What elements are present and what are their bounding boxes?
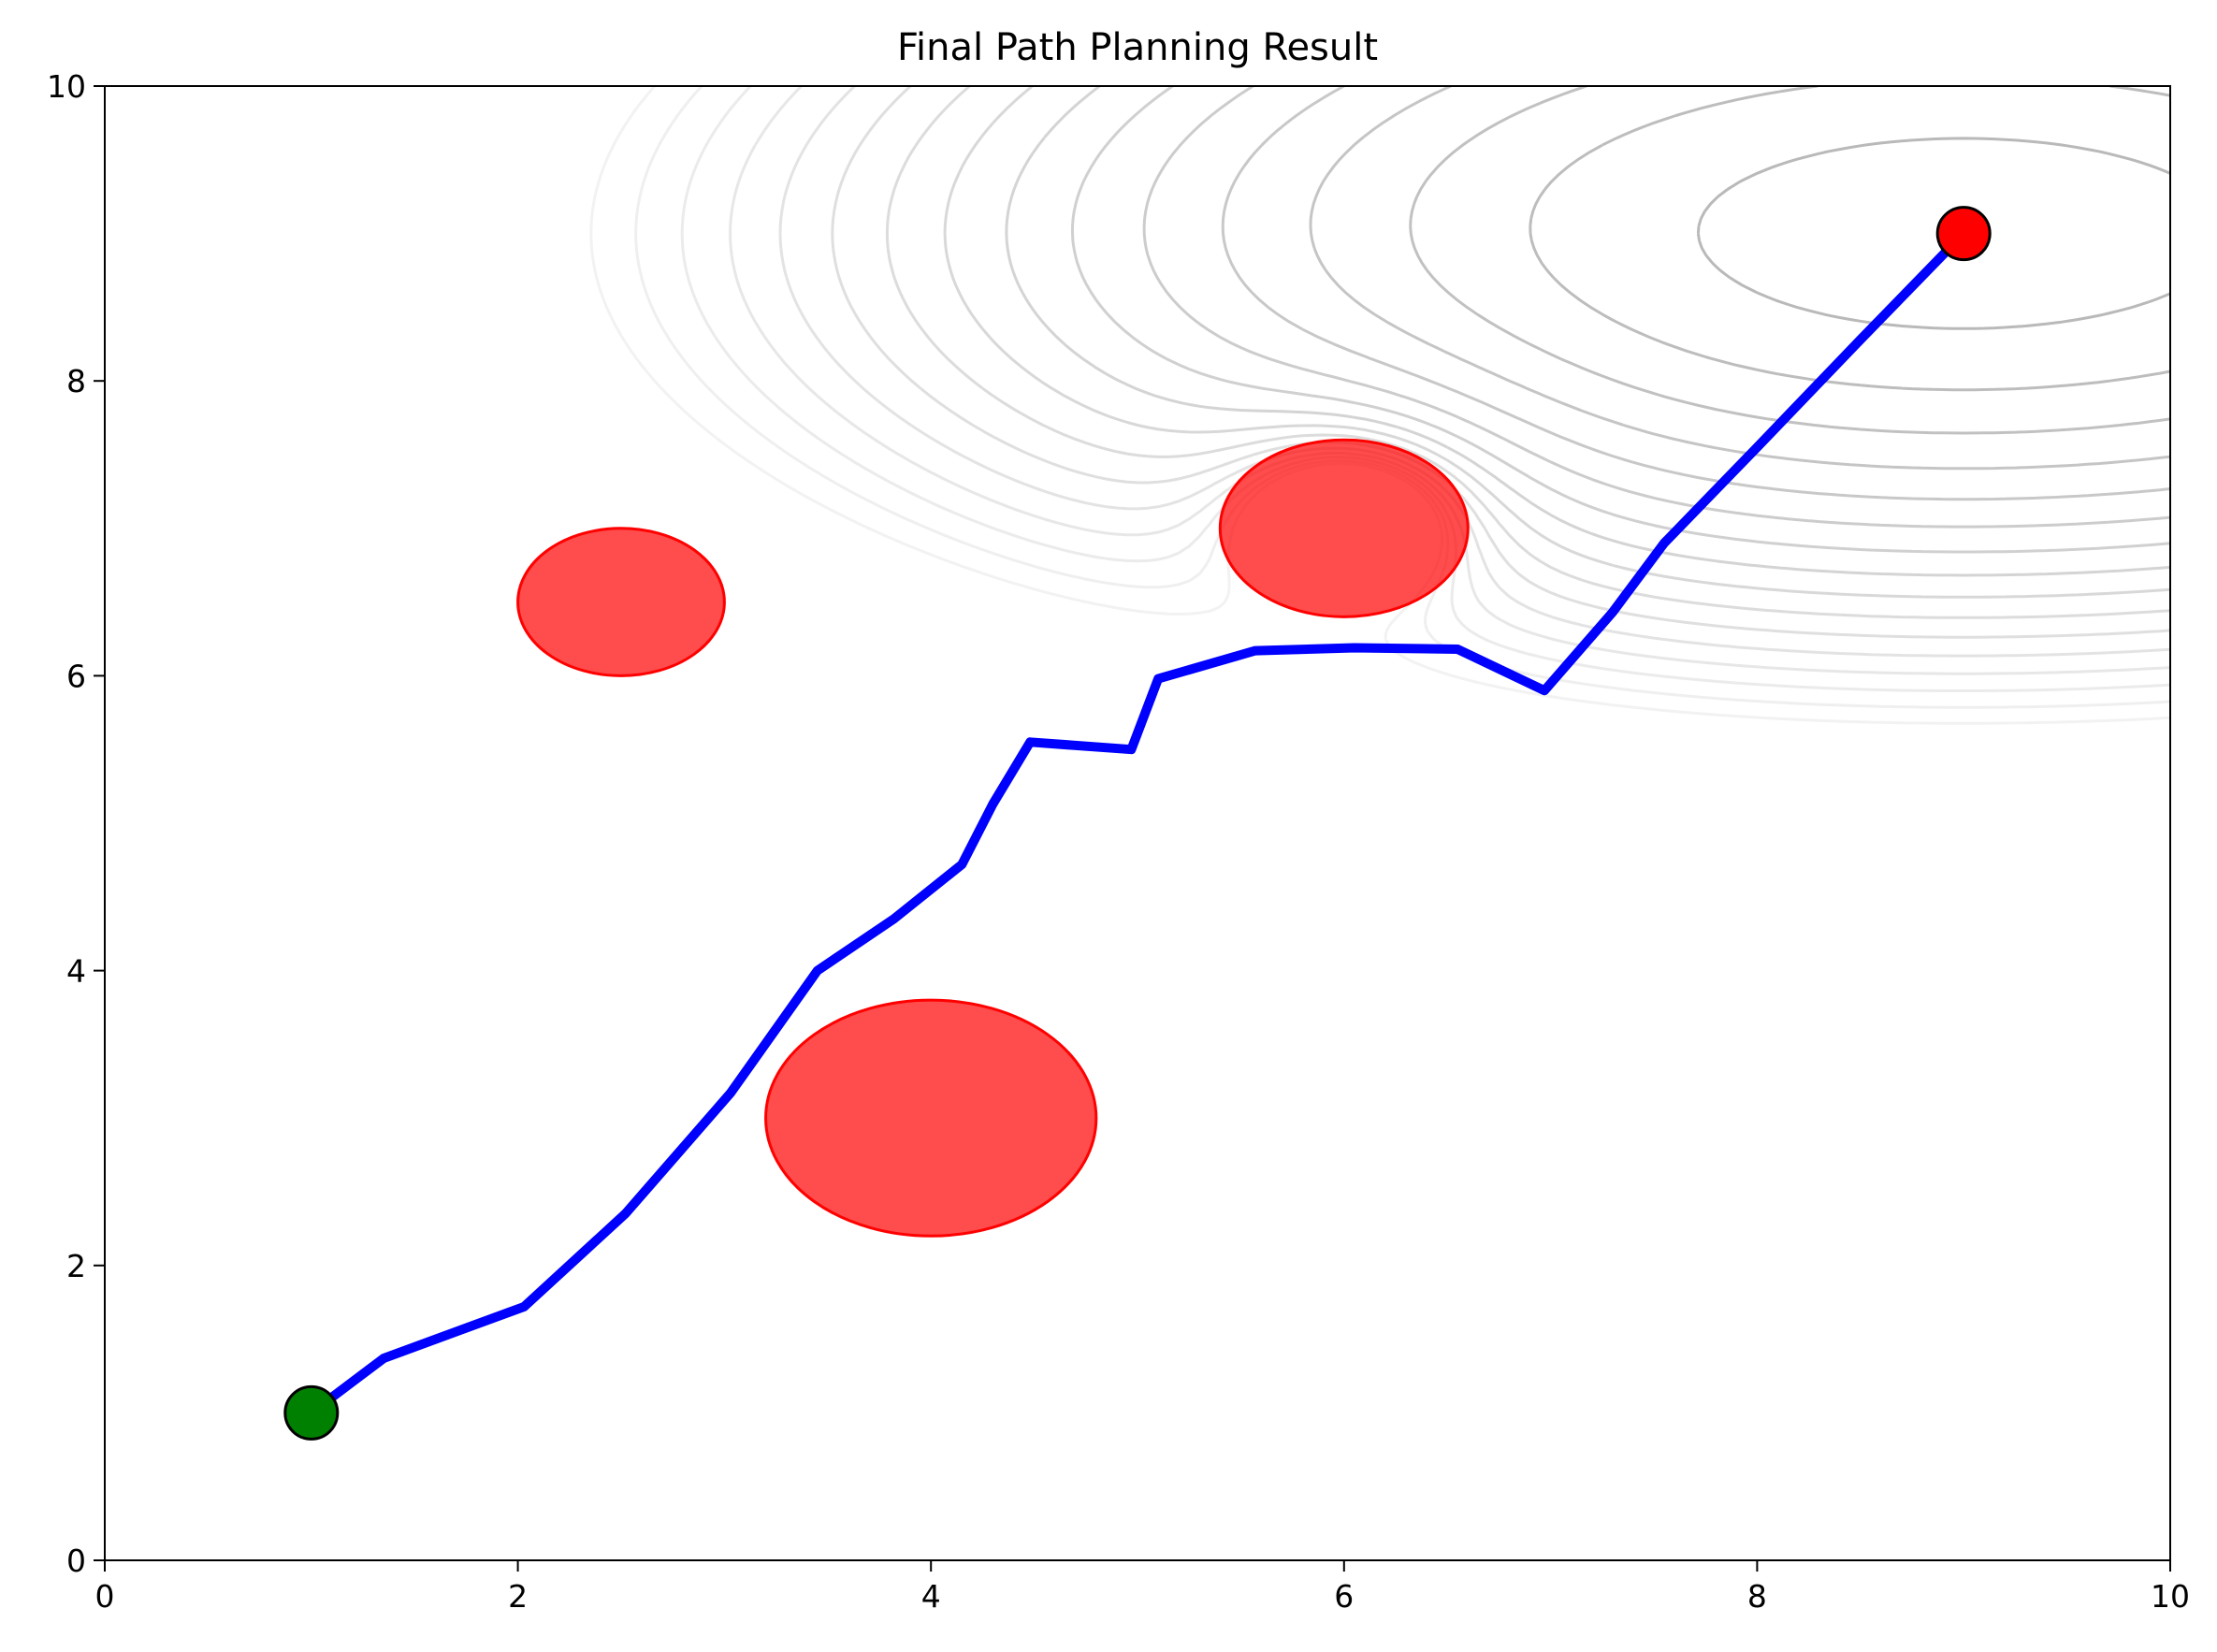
y-tick-label: 2 xyxy=(66,1248,86,1284)
chart-title: Final Path Planning Result xyxy=(897,26,1378,69)
y-tick-label: 0 xyxy=(66,1543,86,1579)
x-tick-label: 0 xyxy=(95,1578,115,1615)
contour-line-6 xyxy=(1071,86,2170,554)
plot-frame xyxy=(104,85,2171,1561)
contour-line-3 xyxy=(1309,86,2170,471)
contour-line-9 xyxy=(885,86,2170,619)
x-tick-label: 8 xyxy=(1747,1578,1767,1615)
obstacle-1 xyxy=(1218,438,1470,618)
contour-line-1 xyxy=(1529,86,2170,392)
start-marker xyxy=(283,1384,340,1441)
obstacle-2 xyxy=(764,998,1098,1238)
contour-line-4 xyxy=(1221,86,2170,501)
y-tick-label: 8 xyxy=(66,363,86,399)
x-tick-label: 4 xyxy=(921,1578,941,1615)
path-line-0 xyxy=(306,228,1969,1418)
y-axis: 0 2 4 6 8 10 xyxy=(47,68,105,1579)
path-series xyxy=(306,228,1969,1418)
y-tick-label: 4 xyxy=(66,953,86,990)
y-tick-label: 10 xyxy=(47,68,86,105)
contour-line-0 xyxy=(1696,137,2170,330)
x-tick-label: 10 xyxy=(2151,1578,2190,1615)
path-markers xyxy=(283,206,1992,1441)
obstacles xyxy=(516,438,1470,1238)
x-tick-label: 6 xyxy=(1334,1578,1354,1615)
goal-marker xyxy=(1935,206,1992,262)
x-tick-label: 2 xyxy=(508,1578,528,1615)
contour-line-5 xyxy=(1142,86,2170,529)
x-axis: 0 2 4 6 8 10 xyxy=(95,1560,2190,1615)
contour-line-8 xyxy=(943,86,2170,599)
y-tick-label: 6 xyxy=(66,658,86,694)
contour-line-2 xyxy=(1409,86,2170,435)
contour-line-7 xyxy=(1005,86,2170,577)
plot-area xyxy=(283,86,2170,1441)
obstacle-0 xyxy=(516,527,726,677)
